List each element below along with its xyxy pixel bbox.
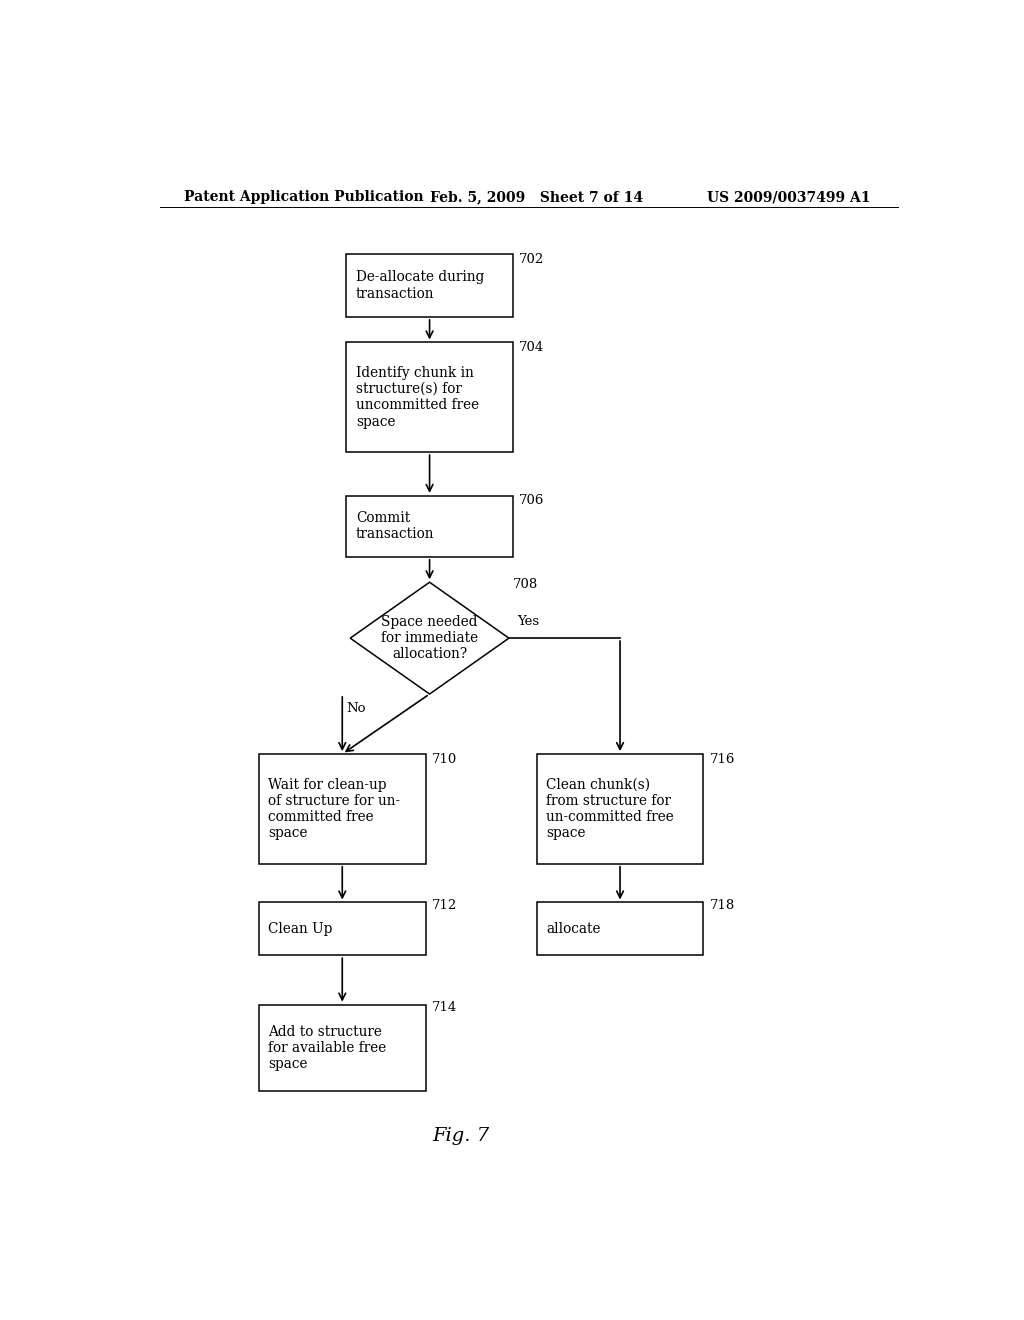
Text: Space needed
for immediate
allocation?: Space needed for immediate allocation? [381,615,478,661]
Text: 708: 708 [513,578,539,591]
Polygon shape [350,582,509,694]
Text: 710: 710 [432,752,457,766]
Text: 714: 714 [432,1001,457,1014]
FancyBboxPatch shape [259,903,426,956]
FancyBboxPatch shape [346,496,513,557]
FancyBboxPatch shape [259,1005,426,1090]
Text: Clean Up: Clean Up [268,921,333,936]
Text: Patent Application Publication: Patent Application Publication [183,190,423,205]
Text: Add to structure
for available free
space: Add to structure for available free spac… [268,1024,387,1071]
Text: 712: 712 [432,899,457,912]
Text: allocate: allocate [546,921,601,936]
Text: Identify chunk in
structure(s) for
uncommitted free
space: Identify chunk in structure(s) for uncom… [355,366,479,429]
FancyBboxPatch shape [537,903,703,956]
Text: Commit
transaction: Commit transaction [355,511,434,541]
Text: Yes: Yes [517,615,539,628]
Text: De-allocate during
transaction: De-allocate during transaction [355,271,484,301]
Text: No: No [346,702,366,715]
Text: 706: 706 [519,495,545,507]
Text: 702: 702 [519,252,545,265]
Text: Wait for clean-up
of structure for un-
committed free
space: Wait for clean-up of structure for un- c… [268,777,400,841]
Text: Fig. 7: Fig. 7 [433,1127,489,1146]
Text: Feb. 5, 2009   Sheet 7 of 14: Feb. 5, 2009 Sheet 7 of 14 [430,190,643,205]
FancyBboxPatch shape [346,253,513,317]
FancyBboxPatch shape [259,754,426,863]
FancyBboxPatch shape [537,754,703,863]
Text: 718: 718 [710,899,735,912]
Text: Clean chunk(s)
from structure for
un-committed free
space: Clean chunk(s) from structure for un-com… [546,777,674,841]
Text: 704: 704 [519,341,545,354]
Text: 716: 716 [710,752,735,766]
Text: US 2009/0037499 A1: US 2009/0037499 A1 [708,190,870,205]
FancyBboxPatch shape [346,342,513,453]
